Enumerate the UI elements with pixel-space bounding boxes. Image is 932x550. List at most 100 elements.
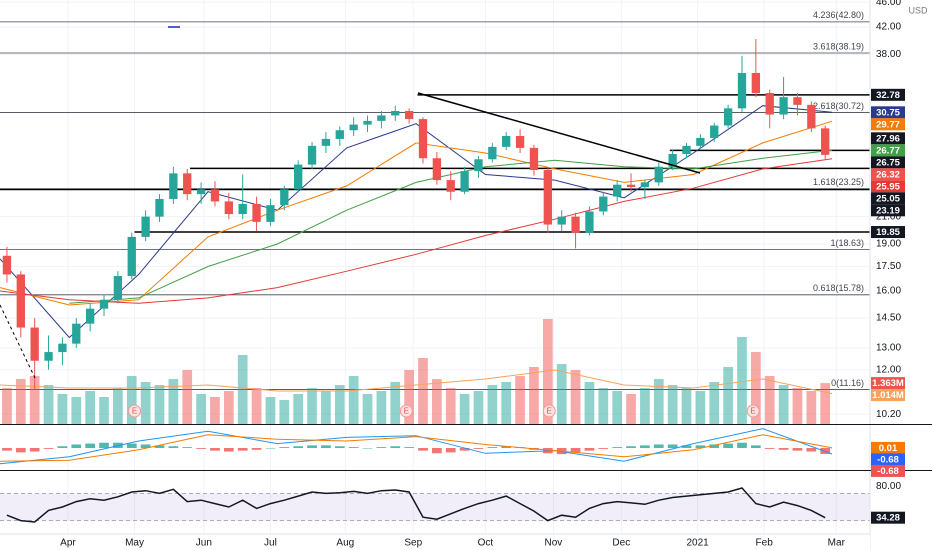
volume-bar — [126, 376, 137, 424]
volume-bar — [487, 385, 498, 424]
macd-histogram — [487, 447, 498, 448]
volume-bar — [806, 391, 817, 424]
macd-histogram — [279, 447, 290, 448]
macd-histogram — [806, 448, 817, 452]
y-tick-label: 10.20 — [876, 409, 901, 420]
price-tag-label: 19.85 — [876, 227, 900, 238]
candle-body — [585, 211, 594, 233]
candle-body — [294, 164, 303, 190]
axis: 46.00 42.00 38.00 21.00 19.00 17.50 16.00 14.50… — [60, 0, 905, 549]
x-tick-label: Oct — [478, 538, 494, 549]
x-tick-label: Sep — [404, 538, 422, 549]
price-tag — [871, 204, 905, 217]
macd-histogram — [390, 446, 401, 448]
volume-bar — [307, 388, 317, 424]
candle-body — [668, 154, 677, 167]
price-tag — [871, 226, 905, 239]
macd-histogram — [43, 448, 54, 449]
y-tick-label: 12.00 — [876, 364, 901, 375]
volume-bar — [584, 382, 595, 424]
earnings-marker — [542, 404, 556, 418]
candle-body — [488, 146, 497, 160]
candle-body — [2, 255, 12, 275]
x-tick-label: Mar — [828, 538, 846, 549]
candle-body — [44, 352, 53, 361]
price-tag-label: 29.77 — [876, 119, 900, 130]
y-tick-label: 14.50 — [876, 313, 901, 324]
macd-line — [0, 434, 833, 462]
rsi-line — [6, 487, 826, 523]
macd-histogram — [792, 448, 803, 451]
candle-body — [446, 180, 455, 192]
candle-body — [210, 189, 220, 202]
macd-histogram — [737, 442, 747, 448]
candle-body — [155, 198, 164, 217]
candle-body — [141, 216, 150, 237]
candle-body — [432, 158, 442, 181]
volume-bar — [140, 382, 151, 424]
macd-histogram — [154, 445, 165, 448]
volume-bar — [432, 379, 442, 424]
x-tick-label: 2021 — [686, 538, 709, 549]
macd-histogram — [778, 448, 789, 450]
x-tick-label: May — [125, 538, 144, 549]
price-tag-label: 26.75 — [876, 157, 900, 168]
candle-body — [710, 125, 719, 138]
candle-body — [696, 137, 705, 146]
volume-bar — [237, 355, 248, 424]
volume-ma — [0, 369, 833, 395]
volume-bar — [653, 379, 664, 424]
macd-histogram — [376, 447, 387, 448]
volume-bar — [570, 370, 581, 424]
candle-body — [599, 196, 608, 212]
candle-body — [391, 110, 400, 116]
candle-body — [557, 216, 566, 225]
x-tick-label: Dec — [612, 538, 630, 549]
macd-histogram — [29, 448, 40, 452]
volume-bar — [265, 397, 276, 424]
earnings-label: E — [404, 407, 409, 416]
price-tag-label: 32.78 — [876, 90, 900, 101]
earnings-marker — [399, 404, 413, 418]
candle-body — [626, 184, 636, 188]
volume-bar — [737, 337, 747, 424]
volume-bar — [321, 391, 331, 424]
macd-histogram — [71, 444, 82, 448]
price-tag — [871, 464, 905, 477]
macd-histogram — [709, 444, 720, 448]
volume-bar — [681, 388, 692, 424]
rsi-tick-label: 80.00 — [876, 481, 901, 492]
candle-body — [779, 97, 788, 115]
dashed-trend-line — [0, 304, 36, 379]
volume-bar — [709, 382, 720, 424]
volume-bar — [556, 364, 567, 424]
macd-histogram — [695, 445, 706, 448]
plot: 4.236(42.80) 3.618(38.19) 2.618(30.72) 1.61… — [0, 10, 870, 523]
macd-histogram — [334, 446, 345, 448]
candle-body — [723, 108, 733, 126]
candle-body — [335, 130, 344, 139]
y-tick-label: 19.00 — [876, 239, 901, 250]
price-tag — [871, 168, 905, 181]
volume-bar — [445, 388, 456, 424]
price-tag — [871, 106, 905, 119]
volume-bar — [778, 385, 789, 424]
earnings-label: E — [547, 407, 552, 416]
candle-body — [85, 308, 95, 324]
candle-body — [751, 73, 761, 93]
y-tick-label: 17.50 — [876, 261, 901, 272]
moving-average — [0, 105, 833, 339]
candle-body — [793, 97, 802, 105]
fib-label: 2.618(30.72) — [813, 101, 864, 111]
macd-histogram — [321, 445, 331, 448]
moving-average — [0, 120, 833, 306]
price-tag-label: -0.68 — [877, 466, 899, 477]
macd-histogram — [681, 445, 692, 448]
x-tick-label: Aug — [336, 538, 354, 549]
trend-line — [417, 92, 701, 174]
candle-body — [613, 184, 622, 197]
candle-body — [807, 104, 816, 129]
price-tag-label: 25.05 — [876, 193, 900, 204]
macd-histogram — [418, 448, 428, 451]
